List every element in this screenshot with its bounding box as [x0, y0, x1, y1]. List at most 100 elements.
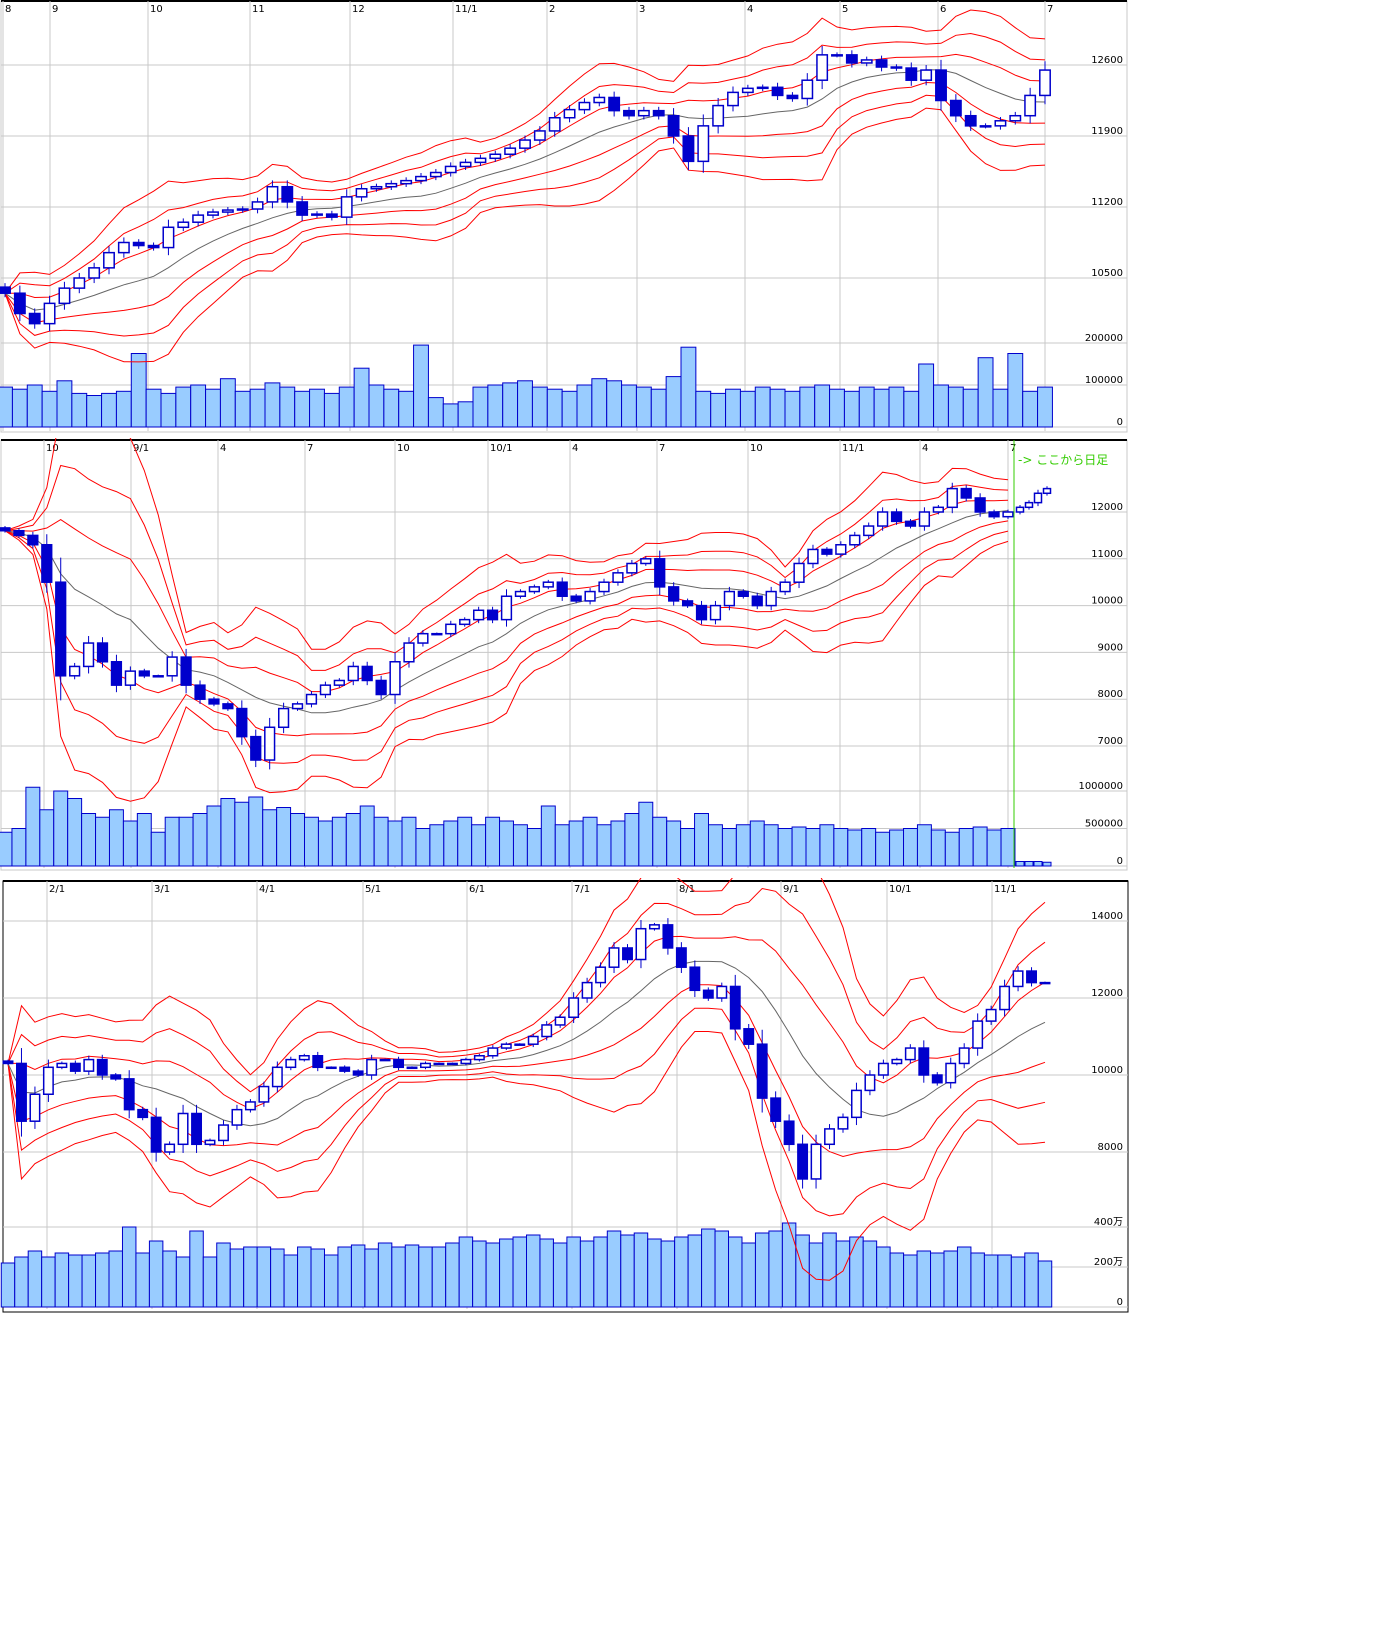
- candle-up: [298, 1055, 310, 1061]
- candle-up: [333, 679, 345, 686]
- volume-bar: [457, 816, 473, 867]
- candle-up: [801, 79, 814, 100]
- date-tick-label: 3: [639, 4, 645, 15]
- moving-average-line: [4, 69, 1046, 311]
- candle-up: [1024, 501, 1034, 509]
- price-tick-label: 11900: [1091, 126, 1123, 137]
- candle-up: [231, 1108, 243, 1126]
- candle-up: [1002, 511, 1014, 518]
- volume-bar: [610, 820, 626, 867]
- candle-up: [311, 213, 323, 216]
- candle-up: [325, 1066, 337, 1070]
- date-tick-label: 10: [750, 443, 763, 454]
- volume-bar: [338, 386, 355, 428]
- volume-tick-label: 0: [1117, 417, 1123, 428]
- volume-bar: [160, 392, 177, 428]
- date-tick-label: 8/1: [679, 884, 695, 895]
- candle-down: [681, 600, 694, 607]
- candle-down: [486, 609, 499, 621]
- date-tick-label: 7: [1010, 443, 1016, 454]
- volume-bar: [666, 820, 682, 867]
- volume-bar: [95, 1252, 110, 1308]
- volume-bar: [805, 828, 821, 867]
- candle-up: [1009, 114, 1022, 122]
- volume-bar: [248, 796, 264, 867]
- candle-up: [709, 604, 722, 621]
- volume-bar: [41, 390, 58, 428]
- volume-bar: [11, 828, 27, 867]
- volume-bar: [86, 395, 103, 428]
- candle-down: [296, 201, 309, 216]
- volume-bar: [418, 1246, 433, 1308]
- bollinger-band-minus-1sigma: [4, 81, 1046, 324]
- candle-up: [83, 1058, 95, 1072]
- volume-bar: [164, 816, 180, 867]
- volume-bar: [276, 807, 292, 867]
- volume-bar: [234, 390, 251, 428]
- volume-bar: [1042, 861, 1052, 867]
- candle-up: [528, 586, 540, 593]
- candle-up: [946, 487, 958, 509]
- candle-up: [648, 924, 660, 930]
- candle-up: [1012, 970, 1024, 988]
- candle-up: [474, 157, 487, 164]
- candle-down: [28, 312, 41, 325]
- candle-up: [640, 558, 652, 565]
- volume-bar: [930, 829, 946, 867]
- volume-bar: [526, 1234, 541, 1308]
- volume-tick-label: 0: [1117, 856, 1123, 867]
- volume-bar: [353, 367, 370, 428]
- volume-bar: [962, 388, 979, 428]
- volume-bar: [413, 344, 429, 428]
- candle-up: [446, 1062, 458, 1066]
- candle-up: [608, 947, 620, 968]
- volume-bar: [843, 390, 860, 428]
- volume-bar: [647, 1238, 662, 1308]
- candle-up: [712, 104, 725, 127]
- volume-bar: [1024, 1252, 1039, 1308]
- volume-bar: [121, 1226, 137, 1308]
- date-tick-label: 4: [747, 4, 753, 15]
- price-tick-label: 10000: [1091, 1065, 1123, 1076]
- candle-up: [824, 1128, 835, 1146]
- candle-down: [132, 241, 145, 247]
- volume-bar: [41, 1256, 56, 1308]
- volume-bar: [391, 1246, 406, 1308]
- candle-down: [325, 213, 338, 218]
- volume-bar: [694, 813, 709, 867]
- volume-bar: [206, 805, 222, 867]
- volume-bar: [526, 828, 542, 867]
- volume-bar: [947, 386, 964, 428]
- volume-bar: [763, 824, 779, 867]
- candle-up: [124, 670, 137, 686]
- candle-up: [568, 997, 580, 1018]
- price-tick-label: 9000: [1098, 642, 1123, 653]
- candle-down: [974, 497, 986, 513]
- volume-bar: [903, 828, 918, 867]
- bollinger-band-minus-3sigma: [7, 1031, 1046, 1281]
- candle-down: [96, 642, 109, 663]
- candle-down: [905, 67, 918, 81]
- volume-bar: [768, 1230, 783, 1308]
- volume-bar: [624, 813, 640, 867]
- candle-down: [622, 947, 633, 961]
- volume-bar: [650, 388, 667, 428]
- volume-bar: [189, 1230, 204, 1308]
- volume-bar: [350, 1244, 366, 1308]
- bollinger-band-minus-2sigma: [4, 530, 1009, 764]
- candle-down: [110, 1074, 122, 1080]
- candle-down: [667, 114, 680, 137]
- candle-down: [737, 590, 749, 597]
- volume-bar: [956, 1246, 972, 1308]
- candle-up: [403, 642, 415, 663]
- candle-up: [756, 86, 769, 90]
- candle-up: [727, 91, 739, 107]
- date-tick-label: 7/1: [574, 884, 590, 895]
- volume-bar: [546, 388, 563, 428]
- candle-down: [702, 989, 714, 999]
- candle-up: [932, 506, 944, 513]
- candle-up: [816, 54, 829, 81]
- price-tick-label: 14000: [1091, 911, 1123, 922]
- date-tick-label: 2/1: [49, 884, 65, 895]
- candle-down: [751, 595, 763, 607]
